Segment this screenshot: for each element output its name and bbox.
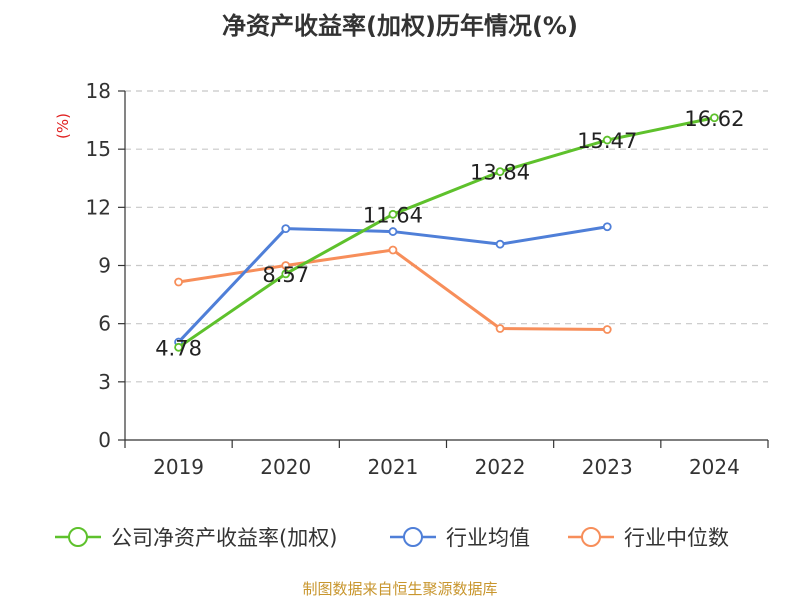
x-tick-label: 2021 [367,455,418,479]
x-tick-label: 2023 [582,455,633,479]
data-label: 8.57 [262,263,309,287]
series-point[interactable] [281,269,291,279]
data-label: 15.47 [577,129,637,153]
series-point[interactable] [174,277,183,287]
legend: 公司净资产收益率(加权) 行业均值 行业中位数 [55,526,729,550]
series-line [177,116,715,349]
y-axis-unit: (%) [54,113,72,139]
series-point[interactable] [495,239,505,249]
x-tick-label: 2022 [475,455,526,479]
series-point[interactable] [388,227,398,236]
legend-swatch-marker [581,527,601,547]
data-label: 13.84 [470,161,530,185]
chart-title: 净资产收益率(加权)历年情况(%) [222,12,578,40]
y-tick-label: 9 [98,254,111,278]
data-label: 11.64 [363,203,423,227]
axes: 0 3 6 9 12 15 18 2019 2020 2021 2022 2023 2024 (%) [54,79,769,479]
y-tick-label: 15 [86,137,111,161]
y-tick-label: 3 [98,370,111,394]
legend-label[interactable]: 行业均值 [446,526,530,550]
data-label: 4.78 [155,336,202,360]
y-tick-label: 6 [98,312,111,336]
x-tick-label: 2019 [153,455,204,479]
legend-swatch-marker [403,527,423,547]
legend-label[interactable]: 行业中位数 [624,526,729,550]
series-point[interactable] [495,167,505,177]
x-tick-label: 2020 [260,455,311,479]
series-point[interactable] [602,222,612,232]
series-point[interactable] [495,324,505,333]
data-labels: 4.78 8.57 11.64 13.84 15.47 16.62 [155,107,744,361]
series-point[interactable] [388,245,398,255]
legend-label[interactable]: 公司净资产收益率(加权) [111,526,337,550]
series-line [177,225,608,344]
y-tick-label: 0 [98,428,111,452]
series-line [178,248,608,331]
series-point[interactable] [281,224,291,234]
series-point[interactable] [388,209,398,219]
series-point[interactable] [281,261,291,270]
gridlines [125,90,768,383]
series-point[interactable] [602,135,612,145]
legend-swatch-marker [68,527,88,547]
series-point[interactable] [602,325,612,334]
data-label: 16.62 [684,107,744,131]
y-tick-label: 12 [86,195,111,219]
series-point[interactable] [174,342,183,352]
x-tick-label: 2024 [689,455,740,479]
series-layer [174,113,719,352]
y-tick-label: 18 [86,79,111,103]
series-point[interactable] [710,113,719,123]
source-footer: 制图数据来自恒生聚源数据库 [302,580,498,598]
